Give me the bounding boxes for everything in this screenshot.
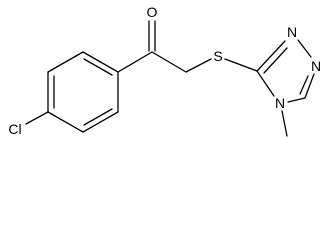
bond — [297, 39, 312, 58]
bond — [83, 58, 113, 76]
bond — [304, 73, 315, 99]
bond — [287, 97, 306, 103]
atom-label: S — [213, 48, 222, 64]
bond — [117, 51, 153, 73]
bond — [224, 58, 258, 72]
bond — [47, 51, 84, 73]
page: O S N N N Cl (() => { const data = JSON.… — [8, 4, 322, 137]
atom-label: Cl — [8, 121, 21, 137]
atom-label: O — [147, 4, 158, 20]
bond — [256, 40, 286, 72]
bond — [263, 47, 288, 74]
bond — [47, 111, 84, 133]
atom-labels: O S N N N Cl — [8, 4, 321, 137]
bond — [281, 110, 288, 137]
atom-label: N — [287, 24, 297, 40]
bonds — [25, 20, 315, 137]
atom-label: N — [275, 95, 285, 111]
structure-diagram: O S N N N Cl — [8, 4, 321, 137]
bond — [299, 75, 309, 95]
bond — [82, 51, 119, 73]
bond — [256, 70, 275, 97]
atom-label: N — [311, 58, 321, 74]
bond — [25, 111, 49, 125]
bond — [82, 111, 119, 133]
bond — [151, 51, 187, 73]
bond — [83, 108, 113, 126]
bond — [185, 58, 212, 73]
